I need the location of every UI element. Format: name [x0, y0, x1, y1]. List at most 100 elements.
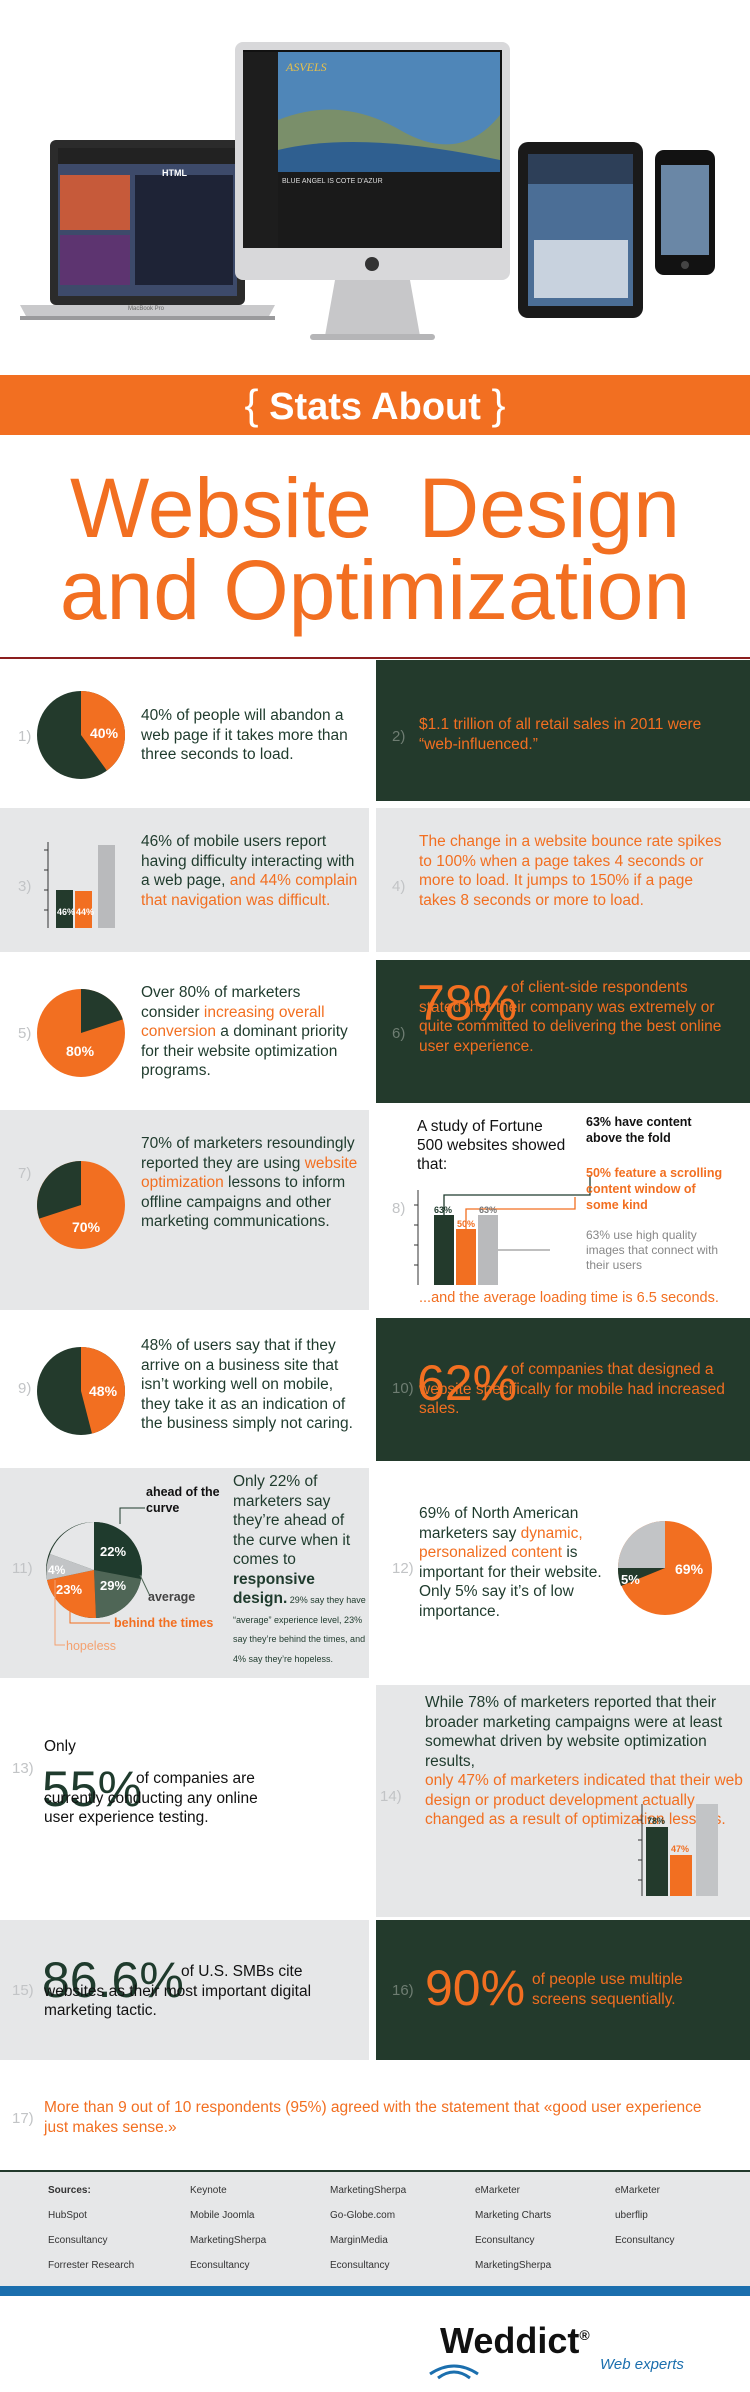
stat-12-text-b: dynamic, personalized content [419, 1524, 583, 1562]
source-c4-0[interactable]: eMarketer [475, 2185, 521, 2196]
pie-40-label: 40% [90, 725, 119, 741]
source-c1-0[interactable]: HubSpot [48, 2210, 87, 2221]
stat-10 [376, 1318, 750, 1461]
source-c1-2[interactable]: Forrester Research [48, 2260, 135, 2271]
brand-reg: ® [579, 2327, 590, 2343]
stat-16-text: of people use multiple screens sequentia… [532, 1971, 683, 2008]
stat-1-text: 40% of people will abandon a web page if… [141, 707, 348, 763]
source-c5-0[interactable]: eMarketer [615, 2185, 661, 2196]
stat-8-note2: 50% feature a scrolling content window o… [586, 1166, 723, 1212]
signal-waves-icon [429, 2364, 479, 2380]
pie-48 [37, 1347, 125, 1435]
hero: ASVELS BLUE ANGEL IS COTE D'AZUR HTML Ma… [0, 0, 750, 372]
bar-50-label: 50% [457, 1219, 475, 1229]
bar-chart-14: 78% 47% [638, 1804, 718, 1896]
stat-5-text-c: a dominant priority for their website op… [141, 1023, 348, 1079]
source-c4-1[interactable]: Marketing Charts [475, 2210, 552, 2221]
stat-11-text-b: responsive design. [233, 1570, 315, 1608]
banner-text: { Stats About } [0, 381, 750, 431]
stat-6-text-inner: of client-side respondents stated that t… [419, 979, 722, 1055]
footer-brand[interactable]: Weddict® [440, 2316, 590, 2360]
stat-6-big: 78% [417, 975, 518, 1031]
pie-responsive: 22% 29% 23% 4% [46, 1522, 142, 1619]
stat-17-text: More than 9 out of 10 respondents (95%) … [44, 2099, 702, 2136]
bar-63a-label: 63% [434, 1205, 452, 1215]
pie-responsive-leaders [54, 1507, 151, 1646]
pie-69-label: 69% [675, 1561, 704, 1577]
pie-70-label: 70% [72, 1219, 101, 1235]
source-c3-2[interactable]: MarginMedia [330, 2235, 388, 2246]
stat-9-text: 48% of users say that if they arrive on … [141, 1337, 353, 1432]
stat-11-text-a: Only 22% of marketers say they’re ahead … [233, 1473, 351, 1568]
stat-10-text: of companies that designed a website spe… [419, 1360, 729, 1419]
source-c4-3[interactable]: MarketingSherpa [475, 2260, 552, 2271]
label-ahead: ahead of the curve [146, 1485, 220, 1515]
pie-4-label: 4% [48, 1563, 66, 1577]
sources-panel [0, 2170, 750, 2288]
stat-13-big: 55% [42, 1761, 143, 1817]
stat-5-text: Over 80% of marketers consider increasin… [141, 983, 363, 1081]
sources-title: Sources: [48, 2185, 91, 2196]
stat-2 [376, 660, 750, 801]
source-c3-3[interactable]: Econsultancy [330, 2260, 390, 2271]
bar-63b-label: 63% [479, 1205, 497, 1215]
brand-name: Weddict [440, 2320, 580, 2361]
stat-1-number: 1) [18, 728, 32, 745]
stat-8-note1: 63% have content above the fold [586, 1115, 692, 1145]
stat-13 [0, 1685, 369, 1917]
stat-11-number: 11) [12, 1560, 33, 1577]
stats-about-banner [0, 375, 750, 435]
stat-13-text: of companies are currently conducting an… [44, 1769, 264, 1828]
stat-10-number: 10) [392, 1380, 414, 1397]
source-c4-2[interactable]: Econsultancy [475, 2235, 535, 2246]
source-c2-3[interactable]: Econsultancy [190, 2260, 250, 2271]
stat-16-big: 90% [425, 1960, 526, 2016]
source-c2-1[interactable]: Mobile Joomla [190, 2210, 255, 2221]
stat-4-number: 4) [392, 878, 406, 895]
stat-10-big: 62% [417, 1355, 518, 1411]
stat-3-text-b: and 44% complain that navigation was dif… [141, 872, 358, 909]
source-c5-1[interactable]: uberflip [615, 2210, 648, 2221]
brace-open: { [244, 381, 259, 428]
stat-12-text-c: is important for their website. Only 5% … [419, 1544, 602, 1620]
stat-13-text-inner: of companies are currently conducting an… [44, 1770, 258, 1826]
stat-15 [0, 1920, 369, 2060]
stat-5-text-b: increasing overall conversion [141, 1003, 325, 1041]
stat-5-text-a: Over 80% of marketers consider [141, 984, 301, 1021]
bar-chart-8: 63% 50% 63% [414, 1175, 591, 1285]
pie-80 [37, 989, 125, 1077]
screen-heading: BLUE ANGEL IS COTE D'AZUR [282, 178, 383, 185]
stat-6-number: 6) [392, 1025, 406, 1042]
stat-17 [0, 2060, 750, 2170]
bar-46-label: 46% [57, 907, 75, 917]
stat-9-number: 9) [18, 1380, 32, 1397]
label-average: average [148, 1590, 196, 1604]
pie-48-label: 48% [89, 1383, 118, 1399]
footer-tagline: Web experts [600, 2356, 684, 2373]
stat-12-text: 69% of North American marketers say dyna… [419, 1504, 605, 1621]
source-c3-0[interactable]: MarketingSherpa [330, 2185, 407, 2196]
stat-16 [376, 1920, 750, 2060]
stat-6 [376, 960, 750, 1103]
stat-15-big: 86.6% [42, 1952, 184, 2008]
source-c3-1[interactable]: Go-Globe.com [330, 2210, 396, 2221]
stat-10-text-inner: of companies that designed a website spe… [419, 1361, 725, 1417]
devices-illustration [20, 42, 715, 340]
stat-12-text-a: 69% of North American marketers say [419, 1505, 579, 1542]
stat-12-number: 12) [392, 1560, 414, 1577]
stat-2-text: $1.1 trillion of all retail sales in 201… [419, 716, 702, 753]
footer-stripe [0, 2286, 750, 2296]
tablet-icon [518, 142, 643, 318]
source-c5-2[interactable]: Econsultancy [615, 2235, 675, 2246]
pie-23-label: 23% [56, 1582, 82, 1597]
stat-13-number: 13) [12, 1760, 34, 1777]
stat-15-number: 15) [12, 1982, 34, 1999]
bar-44-label: 44% [76, 907, 94, 917]
source-c1-1[interactable]: Econsultancy [48, 2235, 108, 2246]
stat-14-text: While 78% of marketers reported that the… [425, 1693, 743, 1771]
stat-7-text-a: 70% of marketers resoundingly reported t… [141, 1135, 355, 1172]
source-c2-2[interactable]: MarketingSherpa [190, 2235, 267, 2246]
source-c2-0[interactable]: Keynote [190, 2185, 227, 2196]
stat-7-text: 70% of marketers resoundingly reported t… [141, 1134, 363, 1232]
stat-11-text: Only 22% of marketers say they’re ahead … [233, 1472, 367, 1667]
